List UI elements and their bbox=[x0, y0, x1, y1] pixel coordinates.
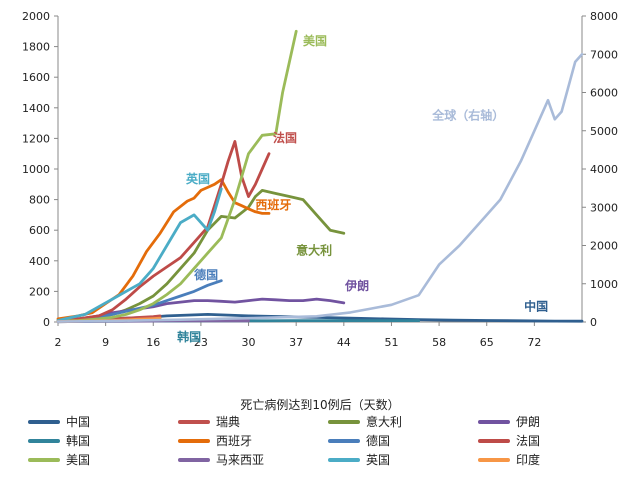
y-left-tick-label: 200 bbox=[29, 285, 50, 298]
legend-label: 瑞典 bbox=[216, 415, 241, 429]
legend-item: 德国 bbox=[328, 432, 478, 449]
series-line-8 bbox=[56, 29, 298, 323]
x-tick-label: 2 bbox=[55, 336, 62, 349]
x-tick-label: 65 bbox=[480, 336, 494, 349]
legend-swatch bbox=[28, 438, 60, 443]
x-tick-label: 72 bbox=[527, 336, 541, 349]
x-tick-label: 9 bbox=[102, 336, 109, 349]
series-line-7 bbox=[56, 140, 271, 322]
y-left-tick-label: 800 bbox=[29, 194, 50, 207]
legend-item: 马来西亚 bbox=[178, 451, 328, 468]
y-left-tick-label: 400 bbox=[29, 255, 50, 268]
x-tick-label: 44 bbox=[337, 336, 351, 349]
y-right-tick-label: 3000 bbox=[590, 201, 618, 214]
y-right-tick-label: 8000 bbox=[590, 10, 618, 23]
legend-swatch bbox=[28, 457, 60, 462]
y-left-tick-label: 600 bbox=[29, 224, 50, 237]
y-left-tick-label: 1400 bbox=[22, 102, 50, 115]
series-label-8: 韩国 bbox=[177, 329, 201, 344]
legend-label: 伊朗 bbox=[516, 415, 541, 429]
legend-swatch bbox=[328, 457, 360, 462]
series-label-2: 英国 bbox=[186, 171, 210, 186]
legend-label: 英国 bbox=[366, 453, 391, 467]
legend-item: 法国 bbox=[478, 432, 628, 449]
legend-item: 瑞典 bbox=[178, 413, 328, 430]
legend-swatch bbox=[478, 457, 510, 462]
legend-item: 美国 bbox=[28, 451, 178, 468]
legend-swatch bbox=[328, 438, 360, 443]
series-label-3: 西班牙 bbox=[255, 197, 291, 212]
legend-swatch bbox=[178, 438, 210, 443]
legend-label: 韩国 bbox=[66, 434, 91, 448]
y-right-tick-label: 6000 bbox=[590, 87, 618, 100]
legend-swatch bbox=[28, 419, 60, 424]
legend-label: 意大利 bbox=[366, 415, 403, 429]
series-label-6: 伊朗 bbox=[344, 278, 369, 293]
y-left-tick-label: 1800 bbox=[22, 41, 50, 54]
series-layer bbox=[56, 29, 584, 324]
y-right-tick-label: 7000 bbox=[590, 48, 618, 61]
legend-label: 德国 bbox=[366, 434, 391, 448]
y-left-tick-label: 0 bbox=[43, 316, 50, 329]
y-right-tick-label: 4000 bbox=[590, 163, 618, 176]
series-label-5: 德国 bbox=[194, 267, 218, 282]
y-left-tick-label: 1600 bbox=[22, 71, 50, 84]
legend: 中国 瑞典 意大利 伊朗韩国 西班牙 德国 法国美国 马来西亚 英国 印度 bbox=[28, 413, 628, 468]
legend-label: 印度 bbox=[516, 453, 541, 467]
series-label-9: 全球（右轴） bbox=[431, 107, 504, 122]
x-tick-label: 23 bbox=[194, 336, 208, 349]
legend-item: 伊朗 bbox=[478, 413, 628, 430]
x-tick-label: 51 bbox=[384, 336, 398, 349]
legend-swatch bbox=[178, 419, 210, 424]
y-left-tick-label: 2000 bbox=[22, 10, 50, 23]
series-line-12 bbox=[56, 52, 584, 323]
y-left-tick-label: 1200 bbox=[22, 132, 50, 145]
x-tick-label: 37 bbox=[289, 336, 303, 349]
chart-axes: 0 200 400 600 800 1000 1200 1400 1600 1800 2000 0 10… bbox=[22, 10, 618, 349]
y-left-tick-label: 1000 bbox=[22, 163, 50, 176]
x-tick-label: 16 bbox=[146, 336, 160, 349]
series-line-10 bbox=[56, 187, 223, 322]
legend-item: 西班牙 bbox=[178, 432, 328, 449]
legend-label: 法国 bbox=[516, 434, 541, 448]
series-label-0: 美国 bbox=[303, 33, 327, 48]
legend-item: 印度 bbox=[478, 451, 628, 468]
legend-swatch bbox=[478, 419, 510, 424]
legend-swatch bbox=[328, 419, 360, 424]
x-tick-label: 30 bbox=[242, 336, 256, 349]
legend-item: 韩国 bbox=[28, 432, 178, 449]
legend-swatch bbox=[178, 457, 210, 462]
y-right-tick-label: 0 bbox=[590, 316, 597, 329]
legend-label: 马来西亚 bbox=[216, 453, 265, 467]
y-right-tick-label: 2000 bbox=[590, 240, 618, 253]
line-chart: 0 200 400 600 800 1000 1200 1400 1600 1800 2000 0 10… bbox=[22, 10, 618, 349]
series-label-4: 意大利 bbox=[296, 243, 332, 258]
x-axis-label: 死亡病例达到10例后（天数） bbox=[240, 398, 400, 412]
series-label-7: 中国 bbox=[524, 299, 548, 314]
legend-swatch bbox=[478, 438, 510, 443]
legend-label: 中国 bbox=[66, 415, 91, 429]
y-right-tick-label: 5000 bbox=[590, 125, 618, 138]
legend-item: 中国 bbox=[28, 413, 178, 430]
legend-label: 西班牙 bbox=[216, 434, 253, 448]
x-tick-label: 58 bbox=[432, 336, 446, 349]
legend-item: 英国 bbox=[328, 451, 478, 468]
legend-item: 意大利 bbox=[328, 413, 478, 430]
series-label-1: 法国 bbox=[273, 130, 297, 145]
legend-label: 美国 bbox=[66, 453, 91, 467]
y-right-tick-label: 1000 bbox=[590, 278, 618, 291]
